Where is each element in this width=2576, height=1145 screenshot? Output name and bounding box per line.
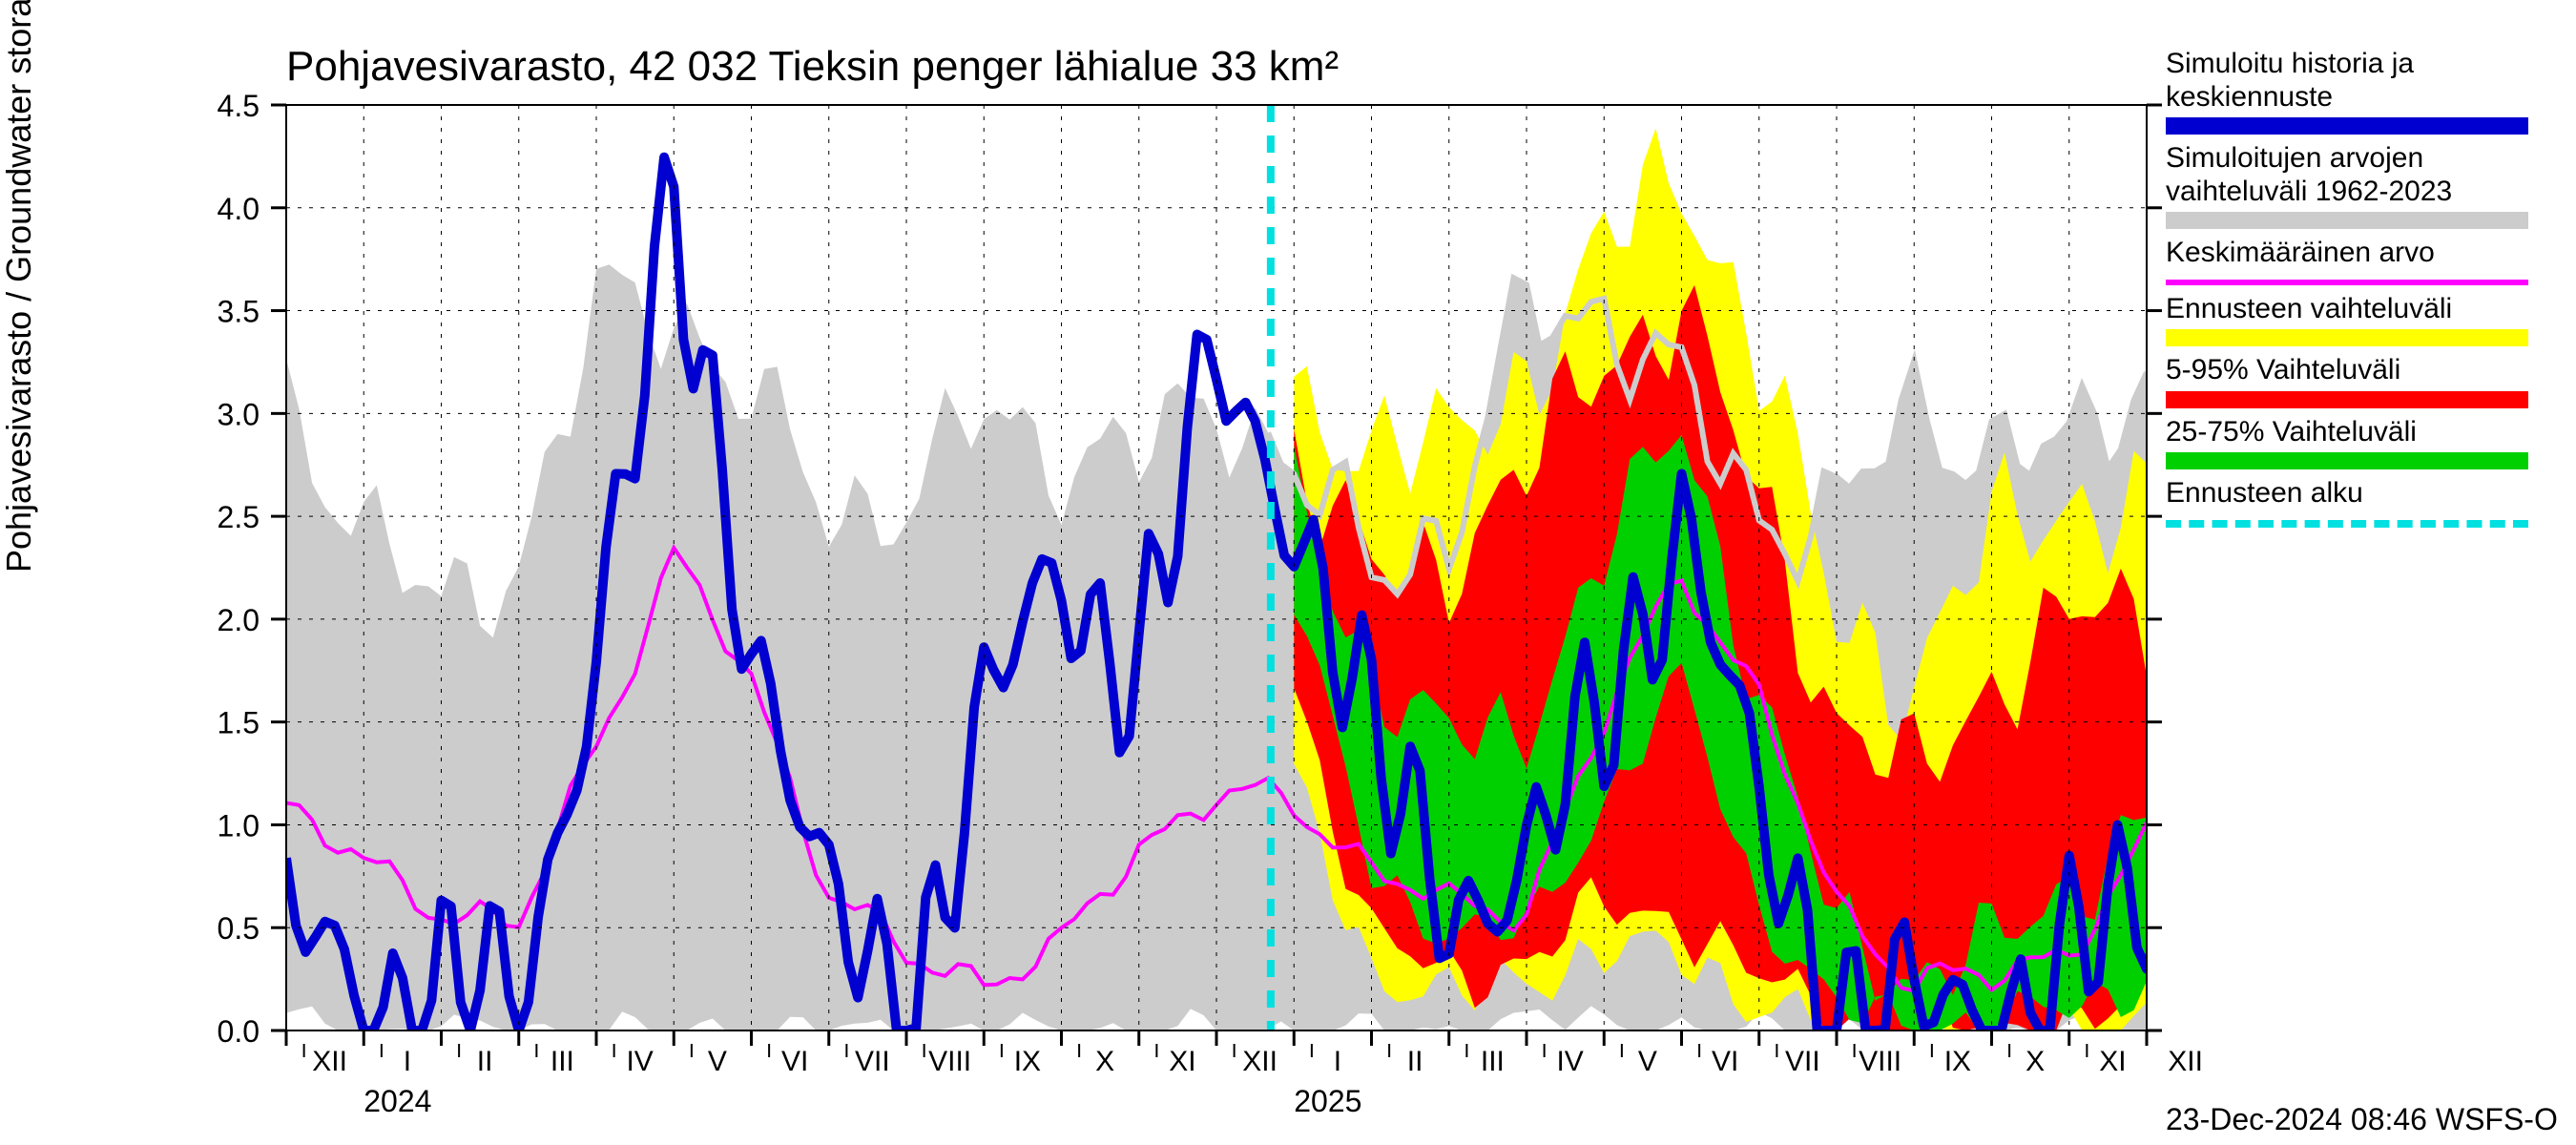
svg-text:XI: XI xyxy=(2099,1046,2126,1077)
svg-text:0.5: 0.5 xyxy=(218,911,260,946)
svg-text:3.0: 3.0 xyxy=(218,397,260,431)
svg-text:VII: VII xyxy=(1785,1046,1820,1077)
svg-text:0.0: 0.0 xyxy=(218,1014,260,1049)
legend-swatch xyxy=(2166,452,2528,469)
legend-item: Simuloitu historia jakeskiennuste xyxy=(2166,48,2528,135)
legend-label: Keskimääräinen arvo xyxy=(2166,237,2528,270)
legend-item: 5-95% Vaihteluväli xyxy=(2166,354,2528,408)
svg-text:XII: XII xyxy=(1242,1046,1278,1077)
legend-item: 25-75% Vaihteluväli xyxy=(2166,416,2528,470)
svg-text:1.5: 1.5 xyxy=(218,706,260,740)
svg-text:3.5: 3.5 xyxy=(218,295,260,329)
svg-text:X: X xyxy=(2025,1046,2045,1077)
svg-text:2.0: 2.0 xyxy=(218,603,260,637)
legend-label: Simuloitujen arvojen xyxy=(2166,142,2528,176)
legend-swatch xyxy=(2166,391,2528,408)
svg-text:2024: 2024 xyxy=(364,1084,431,1118)
chart-timestamp: 23-Dec-2024 08:46 WSFS-O xyxy=(2166,1102,2558,1137)
legend-swatch xyxy=(2166,212,2528,229)
svg-text:X: X xyxy=(1095,1046,1114,1077)
svg-text:VII: VII xyxy=(855,1046,890,1077)
svg-text:XII: XII xyxy=(312,1046,347,1077)
legend-label: Ennusteen vaihteluväli xyxy=(2166,293,2528,326)
legend-swatch xyxy=(2166,329,2528,346)
svg-text:I: I xyxy=(1334,1046,1341,1077)
chart-title: Pohjavesivarasto, 42 032 Tieksin penger … xyxy=(286,43,1339,91)
svg-text:II: II xyxy=(1407,1046,1423,1077)
legend-label: 5-95% Vaihteluväli xyxy=(2166,354,2528,387)
svg-text:XI: XI xyxy=(1169,1046,1195,1077)
svg-text:VI: VI xyxy=(1712,1046,1738,1077)
legend-swatch xyxy=(2166,117,2528,135)
y-axis-label: Pohjavesivarasto / Groundwater storage m… xyxy=(0,0,39,572)
legend-label: keskiennuste xyxy=(2166,81,2528,114)
legend-item: Keskimääräinen arvo xyxy=(2166,237,2528,285)
legend-label: 25-75% Vaihteluväli xyxy=(2166,416,2528,449)
svg-text:IV: IV xyxy=(1556,1046,1583,1077)
svg-text:III: III xyxy=(551,1046,574,1077)
legend-label: vaihteluväli 1962-2023 xyxy=(2166,176,2528,209)
svg-text:2025: 2025 xyxy=(1294,1084,1361,1118)
svg-text:V: V xyxy=(1638,1046,1657,1077)
legend-label: Ennusteen alku xyxy=(2166,477,2528,510)
svg-text:I: I xyxy=(404,1046,411,1077)
legend-item: Ennusteen alku xyxy=(2166,477,2528,528)
chart-legend: Simuloitu historia jakeskiennusteSimuloi… xyxy=(2166,48,2528,535)
svg-text:IX: IX xyxy=(1014,1046,1041,1077)
legend-label: Simuloitu historia ja xyxy=(2166,48,2528,81)
svg-text:4.0: 4.0 xyxy=(218,192,260,226)
svg-text:VIII: VIII xyxy=(1859,1046,1901,1077)
svg-text:VIII: VIII xyxy=(928,1046,971,1077)
svg-text:XII: XII xyxy=(2168,1046,2203,1077)
legend-swatch xyxy=(2166,520,2528,528)
svg-text:IV: IV xyxy=(626,1046,653,1077)
svg-text:IX: IX xyxy=(1944,1046,1971,1077)
svg-text:III: III xyxy=(1481,1046,1505,1077)
legend-item: Ennusteen vaihteluväli xyxy=(2166,293,2528,347)
svg-text:1.0: 1.0 xyxy=(218,808,260,843)
chart-container: Pohjavesivarasto / Groundwater storage m… xyxy=(0,0,2576,1145)
svg-text:V: V xyxy=(708,1046,727,1077)
legend-item: Simuloitujen arvojenvaihteluväli 1962-20… xyxy=(2166,142,2528,229)
svg-text:2.5: 2.5 xyxy=(218,500,260,534)
svg-text:VI: VI xyxy=(781,1046,808,1077)
svg-text:II: II xyxy=(477,1046,493,1077)
svg-text:4.5: 4.5 xyxy=(218,89,260,123)
legend-swatch xyxy=(2166,280,2528,285)
